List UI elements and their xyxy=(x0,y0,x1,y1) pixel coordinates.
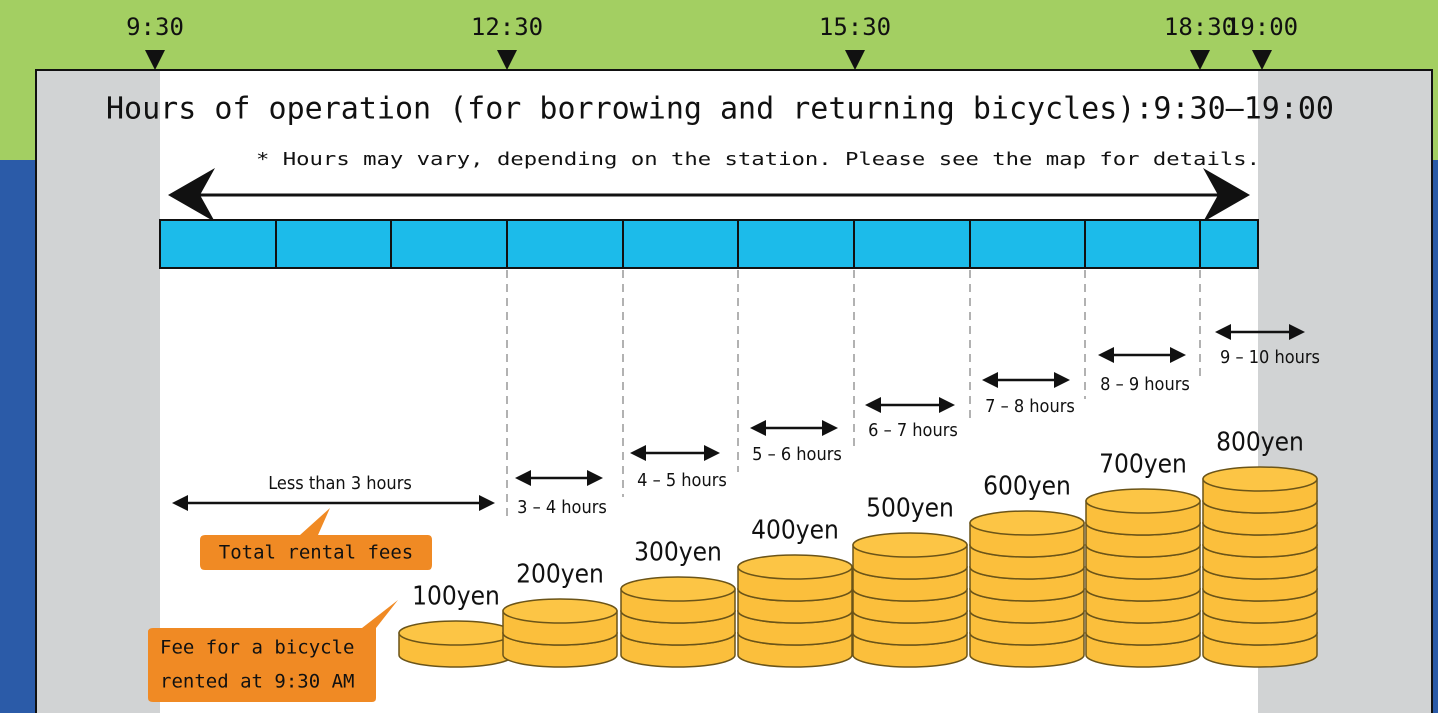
time-label: 19:00 xyxy=(1226,13,1298,41)
duration-label: 5 – 6 hours xyxy=(752,444,842,465)
coin-stack xyxy=(621,577,735,667)
coin-top xyxy=(399,621,513,645)
duration-label: 3 – 4 hours xyxy=(517,497,607,518)
closed-left xyxy=(37,71,160,713)
coin-top xyxy=(503,599,617,623)
duration-label: 7 – 8 hours xyxy=(985,396,1075,417)
hour-cell xyxy=(854,220,970,268)
fee-label: 800yen xyxy=(1216,428,1304,458)
time-label: 12:30 xyxy=(471,13,543,41)
duration-label: 8 – 9 hours xyxy=(1100,374,1190,395)
hour-cell xyxy=(738,220,854,268)
coin-top xyxy=(621,577,735,601)
hour-cell xyxy=(1085,220,1200,268)
coin-stack xyxy=(1203,467,1317,667)
fee-label: 100yen xyxy=(412,582,500,612)
hour-cell xyxy=(391,220,507,268)
callout-text: rented at 9:30 AM xyxy=(160,671,354,693)
duration-label: 9 – 10 hours xyxy=(1220,347,1320,368)
hour-cell xyxy=(623,220,738,268)
coin-stack xyxy=(853,533,967,667)
fee-label: 300yen xyxy=(634,538,722,568)
callout-text: Fee for a bicycle xyxy=(160,637,354,659)
hour-cell xyxy=(160,220,276,268)
hour-cell xyxy=(1200,220,1258,268)
hour-cell xyxy=(970,220,1085,268)
coin-stack xyxy=(1086,489,1200,667)
fee-label: 500yen xyxy=(866,494,954,524)
hour-bar xyxy=(160,220,1258,268)
fee-label: 600yen xyxy=(983,472,1071,502)
duration-label: 6 – 7 hours xyxy=(868,420,958,441)
coin-stack xyxy=(503,599,617,667)
coin-top xyxy=(853,533,967,557)
title: Hours of operation (for borrowing and re… xyxy=(106,92,1334,127)
duration-label: 4 – 5 hours xyxy=(637,470,727,491)
fee-label: 400yen xyxy=(751,516,839,546)
fee-label: 200yen xyxy=(516,560,604,590)
coin-stack xyxy=(970,511,1084,667)
hour-cell xyxy=(276,220,391,268)
coin-top xyxy=(970,511,1084,535)
coin-top xyxy=(1086,489,1200,513)
time-label: 15:30 xyxy=(819,13,891,41)
callout-text: Total rental fees xyxy=(219,542,413,564)
duration-label: Less than 3 hours xyxy=(268,473,412,494)
fee-label: 700yen xyxy=(1099,450,1187,480)
fee-diagram: Hours of operation (for borrowing and re… xyxy=(0,0,1438,713)
note: * Hours may vary, depending on the stati… xyxy=(256,149,1260,170)
time-label: 9:30 xyxy=(126,13,184,41)
coin-stack xyxy=(738,555,852,667)
coin-stack xyxy=(399,621,513,667)
coin-top xyxy=(738,555,852,579)
hour-cell xyxy=(507,220,623,268)
coin-top xyxy=(1203,467,1317,491)
